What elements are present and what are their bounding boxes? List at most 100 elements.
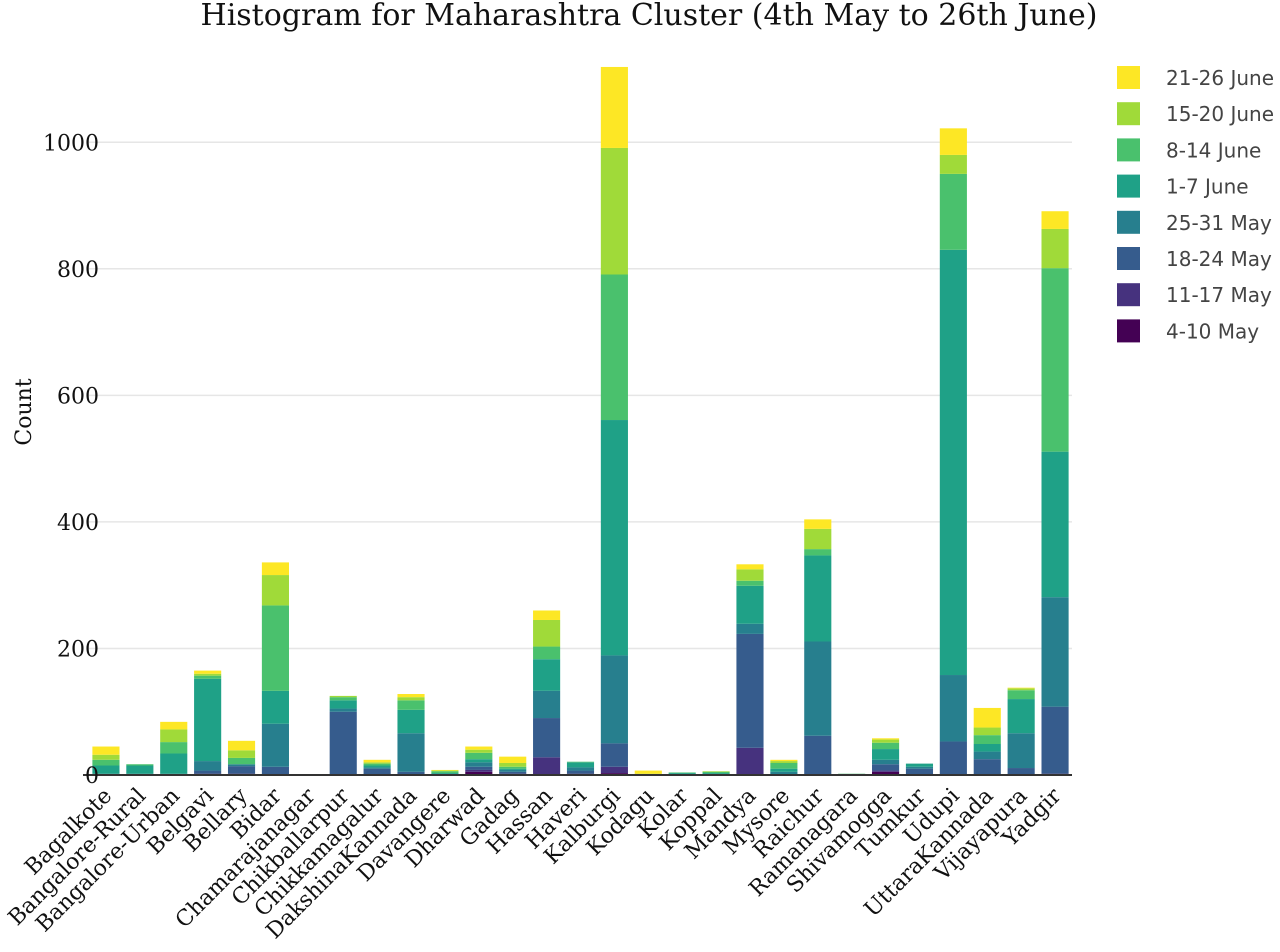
bar-segment	[227, 764, 256, 767]
bar-segment	[329, 695, 357, 698]
bar-segment	[160, 721, 188, 730]
y-tick-label: 400	[57, 511, 99, 536]
x-tick-labels: BagalkoteBangalore-RuralBangalore-UrbanB…	[4, 783, 1067, 944]
bar-segment	[939, 249, 967, 676]
legend-label: 25-31 May	[1166, 211, 1272, 235]
bar-segment	[804, 549, 832, 556]
legend-swatch	[1117, 210, 1140, 234]
legend-label: 1-7 June	[1166, 175, 1249, 199]
bar-segment	[770, 771, 798, 775]
bar-segment	[804, 555, 832, 642]
bar-segment	[261, 766, 289, 775]
bar-segment	[261, 562, 289, 576]
bar-segment	[566, 761, 595, 763]
bar-segment	[1041, 228, 1069, 269]
bar-segment	[600, 420, 628, 656]
bars	[92, 66, 1069, 775]
bar-segment	[600, 147, 628, 275]
legend: 21-26 June 15-20 June 8-14 June 1-7 June 25-…	[1117, 66, 1274, 343]
bar-segment	[600, 766, 628, 774]
bar-segment	[499, 769, 527, 772]
bar-segment	[668, 772, 696, 774]
bar-segment	[227, 740, 256, 751]
bar-segment	[92, 765, 120, 774]
bar-segment	[736, 747, 764, 775]
bar-segment	[533, 690, 561, 719]
bar-segment	[227, 766, 256, 774]
legend-swatch	[1117, 174, 1140, 198]
bar-segment	[736, 569, 764, 581]
y-tick-labels: 0 200 400 600 800 1000	[43, 131, 99, 789]
bar-segment	[533, 646, 561, 660]
bar-segment	[872, 771, 900, 775]
bar-segment	[702, 771, 730, 772]
bar-segment	[736, 633, 764, 748]
bar-segment	[194, 761, 222, 771]
bar-segment	[431, 770, 459, 772]
bar-segment	[702, 773, 730, 775]
bar-segment	[872, 770, 900, 772]
bar-segment	[465, 771, 493, 775]
y-tick-label: 200	[57, 637, 99, 662]
bar-segment	[872, 739, 900, 743]
bar-segment	[397, 697, 425, 701]
legend-label: 18-24 May	[1166, 247, 1272, 271]
y-axis-label: Count	[12, 378, 37, 445]
legend-swatch	[1117, 102, 1140, 126]
bar-segment	[397, 771, 425, 775]
bar-segment	[939, 128, 967, 155]
bar-segment	[1041, 597, 1069, 707]
bar-segment	[227, 757, 256, 765]
bar-segment	[499, 766, 527, 769]
bar-segment	[533, 610, 561, 620]
bar-segment	[600, 655, 628, 744]
bar-segment	[939, 154, 967, 174]
bar-segment	[939, 173, 967, 250]
bar-segment	[431, 771, 459, 774]
bar-segment	[329, 697, 357, 701]
bar-segment	[1041, 706, 1069, 774]
bar-segment	[973, 707, 1001, 728]
bar-segment	[600, 274, 628, 421]
bar-segment	[261, 690, 289, 724]
bar-segment	[566, 770, 595, 774]
bar-segment	[533, 757, 561, 775]
legend-swatch	[1117, 138, 1140, 162]
bar-segment	[736, 564, 764, 570]
bar-segment	[702, 771, 730, 774]
bar-segment	[770, 761, 798, 763]
bar-segment	[261, 723, 289, 767]
bar-segment	[973, 735, 1001, 744]
bar-segment	[905, 763, 934, 767]
bar-segment	[770, 768, 798, 772]
bar-segment	[736, 580, 764, 586]
bar-segment	[804, 528, 832, 550]
bar-segment	[533, 619, 561, 647]
bar-segment	[92, 746, 120, 755]
bar-segment	[736, 623, 764, 634]
bar-segment	[160, 729, 188, 743]
bar-segment	[1007, 688, 1035, 691]
bar-segment	[126, 765, 154, 774]
bar-segment	[92, 759, 120, 766]
bar-segment	[600, 743, 628, 767]
bar-segment	[770, 762, 798, 769]
legend-swatch	[1117, 66, 1140, 89]
bar-segment	[973, 727, 1001, 736]
bar-segment	[973, 743, 1001, 752]
bar-segment	[804, 519, 832, 529]
bar-segment	[939, 675, 967, 742]
bar-segment	[499, 768, 527, 770]
bar-segment	[905, 766, 934, 769]
bar-segment	[431, 769, 459, 771]
y-tick-label: 600	[57, 384, 99, 409]
bar-segment	[1007, 690, 1035, 700]
bar-segment	[92, 754, 120, 760]
bar-segment	[397, 709, 425, 734]
bar-segment	[194, 673, 222, 676]
bar-segment	[804, 735, 832, 775]
bar-segment	[939, 741, 967, 775]
bar-segment	[872, 764, 900, 771]
chart-title: Histogram for Maharashtra Cluster (4th M…	[201, 0, 1098, 33]
bar-segment	[872, 738, 900, 740]
